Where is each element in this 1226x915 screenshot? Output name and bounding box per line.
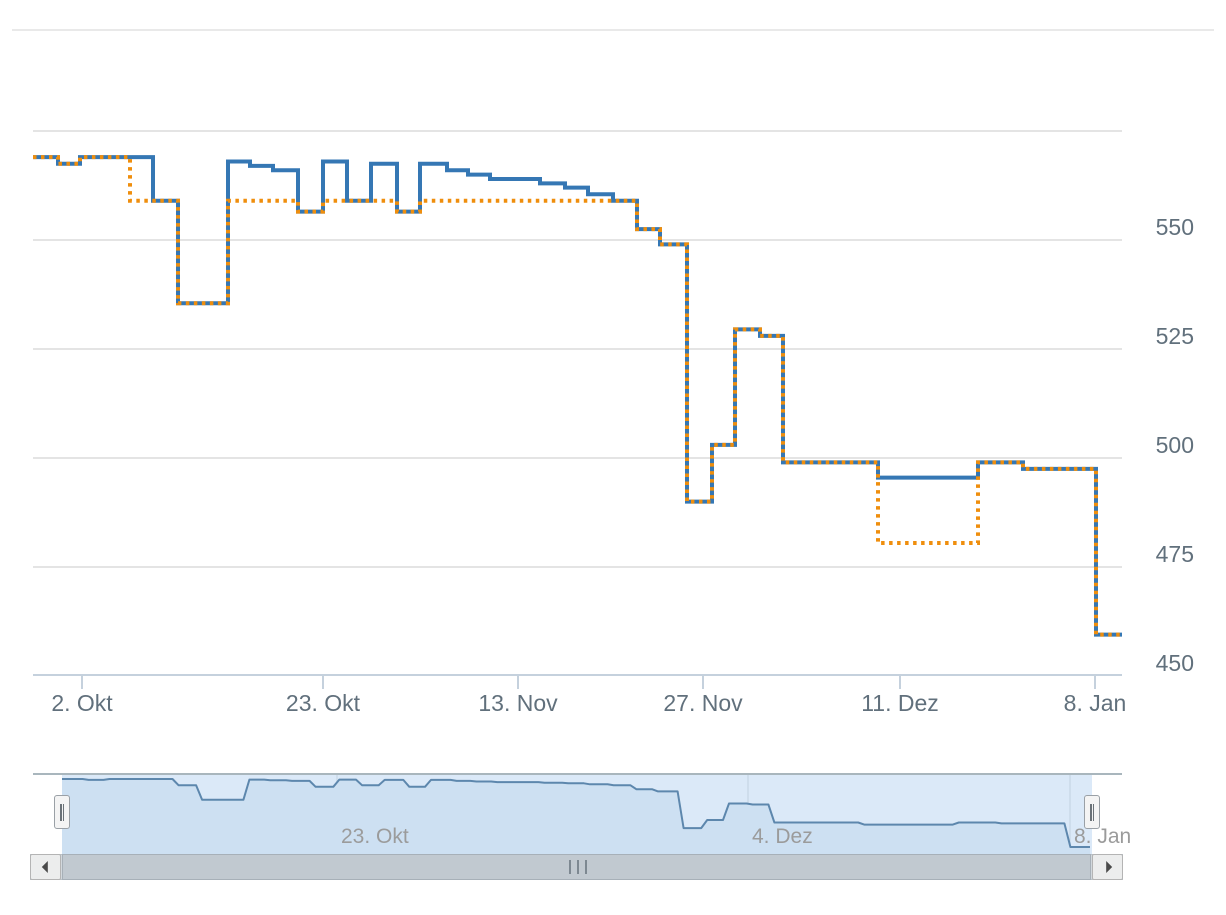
handle-grip-icon [1092,804,1094,821]
top-divider [12,29,1214,31]
x-axis-label: 11. Dez [861,690,939,716]
y-axis-label: 525 [1155,323,1194,349]
scroll-right-button[interactable] [1092,854,1123,880]
navigator-line [62,778,1090,848]
y-axis-label: 500 [1155,432,1194,458]
x-axis-label: 2. Okt [51,690,113,716]
scroll-left-button[interactable] [30,854,61,880]
navigator-handle-right[interactable] [1084,795,1100,829]
navigator-axis-label: 23. Okt [341,825,409,848]
left-arrow-icon [41,861,48,873]
y-axis-label: 550 [1155,214,1194,240]
scrollbar-thumb[interactable] [62,854,1091,880]
x-axis-label: 23. Okt [285,690,361,716]
navigator-axis-label: 8. Jan [1074,825,1132,848]
x-axis-label: 27. Nov [663,690,743,716]
right-arrow-icon [1105,861,1112,873]
navigator-axis-label: 4. Dez [752,825,813,848]
y-axis-label: 450 [1155,650,1194,676]
handle-grip-icon [62,804,64,821]
y-axis-label: 475 [1155,541,1194,567]
grip-icon [569,860,587,874]
price-series-dotted [33,155,1122,637]
chart-plot-area[interactable] [33,95,1122,675]
x-axis-label: 8. Jan [1063,690,1127,716]
handle-grip-icon [60,804,62,821]
handle-grip-icon [1090,804,1092,821]
navigator-area [62,779,1090,854]
x-axis-label: 13. Nov [478,690,558,716]
navigator-handle-left[interactable] [54,795,70,829]
